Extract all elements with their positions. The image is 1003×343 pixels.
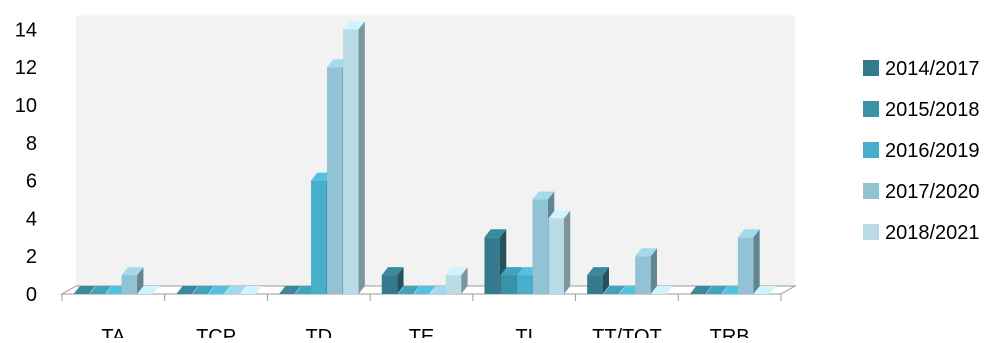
legend-swatch	[863, 101, 879, 117]
bar-front-face	[532, 200, 548, 295]
bar-front-face	[327, 67, 343, 294]
bar-front-face	[516, 275, 532, 294]
bar	[122, 267, 144, 294]
bar-side-face	[651, 248, 657, 294]
legend-swatch	[863, 183, 879, 199]
x-tick-label: TD	[305, 326, 332, 338]
bar	[446, 267, 468, 294]
bar-front-face	[382, 275, 398, 294]
bar-front-face	[635, 256, 651, 294]
y-tick-label: 6	[26, 171, 37, 193]
y-tick-label: 14	[15, 19, 37, 41]
y-tick-label: 0	[26, 284, 37, 306]
y-tick-label: 8	[26, 133, 37, 155]
bar-front-face	[548, 218, 564, 294]
legend-entry: 2017/2020	[885, 181, 980, 203]
bar-front-face	[738, 237, 754, 294]
bar	[382, 267, 404, 294]
y-tick-label: 12	[15, 57, 37, 79]
y-tick-label: 2	[26, 246, 37, 268]
x-tick-label: TI	[515, 326, 533, 338]
bar	[343, 21, 365, 294]
x-tick-label: TT/TOT	[592, 326, 662, 338]
bar-front-face	[587, 275, 603, 294]
x-tick-label: TCP	[196, 326, 236, 338]
bar-front-face	[122, 275, 138, 294]
bar-side-face	[359, 21, 365, 294]
bar-front-face	[446, 275, 462, 294]
legend-entry: 2015/2018	[885, 99, 980, 121]
bar	[635, 248, 657, 294]
bar-front-face	[484, 237, 500, 294]
legend-entry: 2014/2017	[885, 58, 980, 80]
y-tick-label: 10	[15, 95, 37, 117]
bar-front-face	[500, 275, 516, 294]
x-tick-label: TE	[409, 326, 435, 338]
bar-side-face	[753, 229, 759, 294]
bar-front-face	[343, 29, 359, 294]
bar	[548, 210, 570, 294]
legend-entry: 2016/2019	[885, 140, 980, 162]
x-tick-label: TRB	[710, 326, 750, 338]
legend-swatch	[863, 60, 879, 76]
plot-back-wall	[76, 15, 795, 286]
bar	[738, 229, 760, 294]
legend-swatch	[863, 142, 879, 158]
bar	[587, 267, 609, 294]
x-tick-label: TA	[101, 326, 126, 338]
bar-front-face	[311, 181, 327, 294]
legend-swatch	[863, 224, 879, 240]
bar-side-face	[564, 210, 570, 294]
y-tick-label: 4	[26, 208, 37, 230]
legend-entry: 2018/2021	[885, 222, 980, 244]
